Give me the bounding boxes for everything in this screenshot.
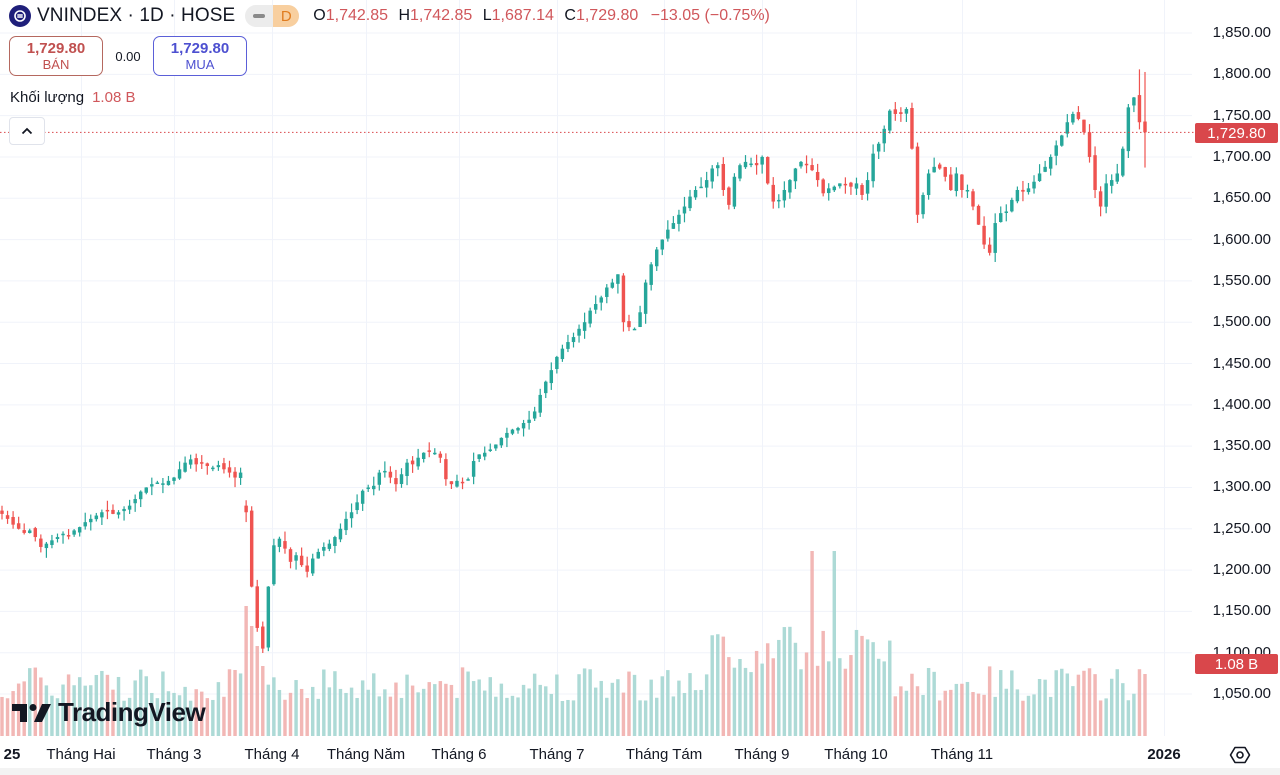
open-value: 1,742.85 bbox=[325, 7, 388, 24]
low-value: 1,687.14 bbox=[491, 7, 554, 24]
volume-label: Khối lượng bbox=[10, 89, 85, 106]
price-axis-label: 1,650.00 bbox=[1212, 189, 1271, 207]
close-label: C bbox=[564, 7, 576, 24]
price-axis-label: 1,050.00 bbox=[1212, 685, 1271, 703]
buy-label: MUA bbox=[185, 57, 215, 72]
volume-value: 1.08 B bbox=[92, 89, 136, 106]
time-axis-label: Tháng 6 bbox=[431, 746, 487, 763]
time-axis-label: Tháng 4 bbox=[244, 746, 300, 763]
sell-price: 1,729.80 bbox=[26, 40, 86, 57]
tradingview-logo-icon bbox=[12, 703, 51, 722]
price-axis-label: 1,550.00 bbox=[1212, 271, 1271, 289]
spread-value: 0.00 bbox=[115, 48, 141, 64]
time-axis-label: Tháng Hai bbox=[46, 746, 116, 763]
settings-gear-icon[interactable] bbox=[1229, 744, 1251, 766]
last-price-tag: 1,729.80 bbox=[1195, 123, 1278, 143]
interval-pill[interactable]: D bbox=[245, 5, 300, 27]
change-value: −13.05 (−0.75%) bbox=[650, 7, 770, 24]
symbol-legend: VNINDEX · 1D · HOSE D O1,742.85 H1,742.8… bbox=[9, 4, 770, 28]
price-axis-label: 1,700.00 bbox=[1212, 147, 1271, 165]
time-axis[interactable]: 25 Tháng Hai Tháng 3 Tháng 4 Tháng Năm Tháng … bbox=[0, 736, 1280, 775]
price-axis-label: 1,200.00 bbox=[1212, 561, 1271, 579]
time-axis-label: Tháng 10 bbox=[824, 746, 888, 763]
volume-tag: 1.08 B bbox=[1195, 654, 1278, 674]
time-axis-label: Tháng Năm bbox=[326, 746, 406, 763]
buy-price: 1,729.80 bbox=[170, 40, 230, 57]
price-axis-label: 1,350.00 bbox=[1212, 437, 1271, 455]
ohlc-values: O1,742.85 H1,742.85 L1,687.14 C1,729.80 … bbox=[307, 7, 770, 25]
high-label: H bbox=[398, 7, 411, 24]
tradingview-logo[interactable]: TradingView bbox=[12, 697, 206, 728]
trade-buttons: 1,729.80 BÁN 0.00 1,729.80 MUA bbox=[9, 36, 247, 76]
price-axis-label: 1,250.00 bbox=[1212, 519, 1271, 537]
chevron-up-icon bbox=[21, 127, 33, 135]
open-label: O bbox=[313, 7, 326, 24]
sell-label: BÁN bbox=[42, 57, 70, 72]
price-axis-label: 1,800.00 bbox=[1212, 65, 1271, 83]
price-axis-label: 1,600.00 bbox=[1212, 230, 1271, 248]
bottom-strip bbox=[0, 768, 1280, 775]
price-axis-label: 1,500.00 bbox=[1212, 313, 1271, 331]
symbol-title[interactable]: VNINDEX · 1D · HOSE bbox=[37, 5, 236, 26]
price-axis-label: 1,450.00 bbox=[1212, 354, 1271, 372]
time-axis-label: 25 bbox=[3, 746, 21, 763]
high-value: 1,742.85 bbox=[410, 7, 473, 24]
price-axis-label: 1,400.00 bbox=[1212, 395, 1271, 413]
time-axis-label: Tháng 11 bbox=[930, 746, 994, 763]
price-axis-label: 1,850.00 bbox=[1212, 24, 1271, 41]
interval-badge[interactable]: D bbox=[273, 5, 300, 27]
tradingview-logo-text: TradingView bbox=[58, 697, 206, 727]
price-axis-label: 1,150.00 bbox=[1212, 602, 1271, 620]
time-axis-label: Tháng 9 bbox=[734, 746, 790, 763]
collapse-legend-button[interactable] bbox=[9, 117, 45, 145]
price-axis-label: 1,300.00 bbox=[1212, 478, 1271, 496]
close-value: 1,729.80 bbox=[575, 7, 639, 24]
sell-button[interactable]: 1,729.80 BÁN bbox=[9, 36, 103, 76]
minus-icon bbox=[245, 14, 273, 18]
low-label: L bbox=[482, 7, 492, 24]
time-axis-label: Tháng Tám bbox=[625, 746, 703, 763]
time-axis-label: Tháng 3 bbox=[146, 746, 202, 763]
price-axis-label: 1,750.00 bbox=[1212, 106, 1271, 124]
buy-button[interactable]: 1,729.80 MUA bbox=[153, 36, 247, 76]
time-axis-label: 2026 bbox=[1147, 746, 1181, 763]
symbol-logo-icon bbox=[9, 5, 31, 27]
time-axis-label: Tháng 7 bbox=[529, 746, 585, 763]
volume-legend: Khối lượng 1.08 B bbox=[10, 89, 135, 106]
